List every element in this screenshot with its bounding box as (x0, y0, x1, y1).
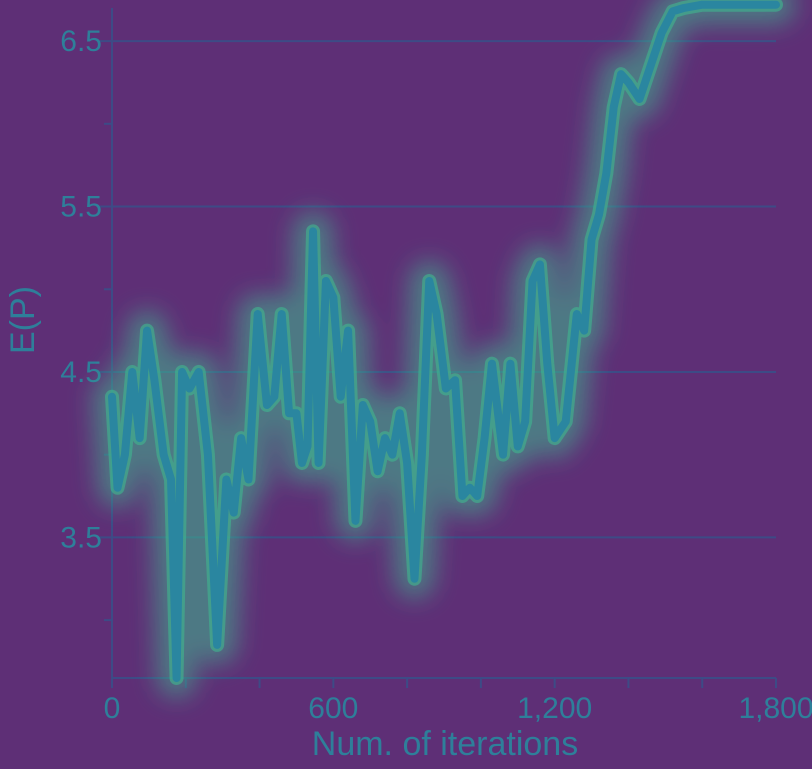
data-point (146, 330, 148, 332)
data-point (111, 396, 113, 398)
data-point (554, 437, 556, 439)
data-point (775, 4, 777, 6)
data-point (509, 363, 511, 365)
data-point (318, 462, 320, 464)
data-point (124, 454, 126, 456)
data-point (295, 412, 297, 414)
data-point (257, 313, 259, 315)
data-point (225, 478, 227, 480)
data-point (436, 313, 438, 315)
data-point (153, 379, 155, 381)
data-point (591, 239, 593, 241)
data-point (421, 454, 423, 456)
data-point (524, 421, 526, 423)
series-line (108, 0, 780, 682)
data-point (216, 644, 218, 646)
data-point (170, 478, 172, 480)
data-point (620, 73, 622, 75)
y-axis-label: E(P) (4, 286, 42, 354)
data-point (301, 462, 303, 464)
data-point (406, 462, 408, 464)
y-tick-label: 5.5 (60, 191, 102, 224)
data-point (399, 412, 401, 414)
data-point (661, 32, 663, 34)
data-point (639, 98, 641, 100)
data-point (273, 396, 275, 398)
data-point (163, 454, 165, 456)
data-point (476, 495, 478, 497)
data-point (181, 371, 183, 373)
x-tick-label: 1,200 (517, 692, 592, 725)
data-point (413, 578, 415, 580)
data-point (233, 512, 235, 514)
data-point (247, 478, 249, 480)
data-point (340, 396, 342, 398)
data-point (650, 65, 652, 67)
data-point (502, 454, 504, 456)
data-point (281, 313, 283, 315)
data-point (454, 379, 456, 381)
data-point (384, 437, 386, 439)
x-axis-label: Num. of iterations (312, 725, 578, 763)
data-point (720, 4, 722, 6)
y-tick-label: 6.5 (60, 25, 102, 58)
data-point (565, 421, 567, 423)
x-tick-label: 600 (308, 692, 358, 725)
data-point (369, 421, 371, 423)
data-point (207, 454, 209, 456)
data-point (738, 4, 740, 6)
data-point (139, 437, 141, 439)
data-point (546, 363, 548, 365)
data-point (131, 371, 133, 373)
data-point (325, 280, 327, 282)
data-point (362, 404, 364, 406)
data-point (240, 437, 242, 439)
data-point (428, 280, 430, 282)
data-point (539, 263, 541, 265)
y-tick-label: 4.5 (60, 356, 102, 389)
data-point (627, 81, 629, 83)
data-point (461, 495, 463, 497)
data-point (198, 371, 200, 373)
data-point (354, 520, 356, 522)
data-point (605, 172, 607, 174)
data-point (532, 280, 534, 282)
data-point (377, 470, 379, 472)
data-point (484, 437, 486, 439)
data-point (176, 677, 178, 679)
data-point (517, 445, 519, 447)
series-layer (92, 0, 796, 698)
data-point (576, 313, 578, 315)
data-point (613, 106, 615, 108)
data-point (672, 10, 674, 12)
data-point (312, 230, 314, 232)
data-point (332, 297, 334, 299)
data-point (347, 330, 349, 332)
x-tick-label: 1,800 (738, 692, 812, 725)
data-point (683, 7, 685, 9)
data-point (701, 4, 703, 6)
tick-labels: 3.5 4.5 5.5 6.5 0 600 1,200 1,800 (60, 25, 812, 725)
data-point (117, 487, 119, 489)
data-point (288, 412, 290, 414)
x-tick-label: 0 (104, 692, 121, 725)
data-point (307, 445, 309, 447)
data-point (266, 404, 268, 406)
y-tick-label: 3.5 (60, 521, 102, 554)
data-point (188, 387, 190, 389)
data-point (598, 214, 600, 216)
data-point (491, 363, 493, 365)
data-point (445, 387, 447, 389)
data-point (469, 487, 471, 489)
data-point (391, 454, 393, 456)
data-point (583, 330, 585, 332)
